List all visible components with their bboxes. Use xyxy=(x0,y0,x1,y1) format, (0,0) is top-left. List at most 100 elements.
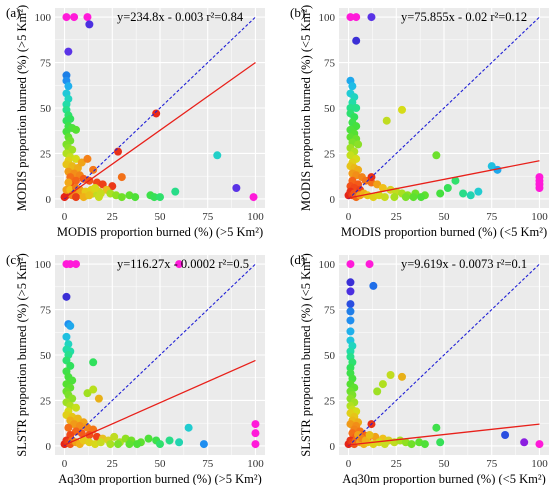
data-point xyxy=(114,147,122,156)
data-point xyxy=(62,332,71,341)
data-point xyxy=(407,440,416,449)
x-tick-label: 75 xyxy=(202,458,214,470)
data-point xyxy=(346,316,355,325)
data-point xyxy=(68,376,77,385)
data-point xyxy=(390,193,399,202)
data-point xyxy=(62,13,71,22)
panel-a: 0 25 50 75 100 0 25 50 75 100 y=234.8x - 0.003 r²=… xyxy=(6,5,265,239)
identity-line xyxy=(64,16,256,200)
data-point xyxy=(94,193,103,202)
y-tick-label: 50 xyxy=(40,103,52,115)
x-tick-label: 25 xyxy=(107,211,119,223)
data-point xyxy=(535,440,544,449)
data-point xyxy=(77,158,86,167)
x-tick-label: 75 xyxy=(486,211,498,223)
identity-line xyxy=(348,16,540,200)
y-tick-label: 50 xyxy=(324,103,336,115)
y-tick-label: 50 xyxy=(40,350,52,362)
data-point xyxy=(443,184,452,192)
data-point xyxy=(156,440,164,449)
y-tick-label: 100 xyxy=(35,12,52,24)
data-point xyxy=(144,434,153,443)
data-point xyxy=(66,321,75,330)
data-point xyxy=(348,82,357,91)
data-point xyxy=(131,193,140,202)
data-point xyxy=(346,287,355,296)
data-point xyxy=(175,438,184,447)
data-point xyxy=(72,176,80,185)
data-point xyxy=(352,13,361,22)
data-point xyxy=(96,438,105,447)
data-point xyxy=(466,191,475,200)
data-point xyxy=(110,432,119,441)
data-point xyxy=(382,116,391,125)
data-point xyxy=(380,193,389,202)
data-point xyxy=(459,189,468,198)
data-point xyxy=(64,82,73,91)
panel-d: 0 25 50 75 100 0 25 50 75 100 y=9.619x - 0.0073 r²… xyxy=(290,252,549,485)
data-point xyxy=(346,307,355,316)
regression-line xyxy=(64,359,256,446)
data-point xyxy=(520,438,529,447)
x-tick-label: 0 xyxy=(62,211,68,223)
data-point xyxy=(501,431,510,439)
panel-label: (c) xyxy=(6,252,20,267)
data-point xyxy=(199,440,208,449)
identity-line xyxy=(64,263,256,447)
y-axis-title: MODIS proportion burned (%) (<5 Km²) xyxy=(299,5,313,211)
x-tick-label: 100 xyxy=(247,458,264,470)
data-point xyxy=(152,109,161,118)
data-point xyxy=(64,423,73,432)
panel-c: 0 25 50 75 100 0 25 50 75 100 y=116.27x - 0.0002 r… xyxy=(6,252,265,485)
data-point xyxy=(64,178,73,187)
data-point xyxy=(401,193,410,202)
x-tick-label: 100 xyxy=(531,458,548,470)
data-point xyxy=(89,165,98,174)
y-tick-label: 100 xyxy=(35,259,52,271)
data-point xyxy=(373,180,382,189)
grid xyxy=(339,255,549,455)
data-point xyxy=(474,187,483,196)
y-tick-label: 25 xyxy=(324,395,336,407)
data-point xyxy=(417,193,426,202)
y-axis-title: SLSTR proportion burned (%) (<5 Km²) xyxy=(299,253,313,456)
data-point xyxy=(184,423,193,432)
data-point xyxy=(346,151,355,160)
regression-equation: y=75.855x - 0.02 r²=0.12 xyxy=(401,10,527,24)
panel-label: (d) xyxy=(290,252,305,267)
data-point xyxy=(432,423,441,432)
data-point xyxy=(156,193,164,202)
data-point xyxy=(420,440,429,449)
y-tick-label: 0 xyxy=(330,441,336,453)
data-point xyxy=(352,122,361,131)
y-tick-label: 25 xyxy=(324,148,336,160)
x-tick-label: 100 xyxy=(247,211,264,223)
x-tick-label: 75 xyxy=(486,458,498,470)
x-tick-label: 50 xyxy=(155,458,167,470)
data-point xyxy=(94,394,103,403)
data-point xyxy=(373,387,382,396)
data-point xyxy=(487,162,496,171)
data-point xyxy=(232,184,241,192)
data-point xyxy=(346,13,355,22)
data-point xyxy=(83,13,92,22)
data-point xyxy=(398,105,406,114)
x-tick-label: 25 xyxy=(391,458,403,470)
y-tick-label: 25 xyxy=(40,148,52,160)
regression-equation: y=234.8x - 0.003 r²=0.84 xyxy=(117,10,244,24)
x-tick-label: 75 xyxy=(202,211,214,223)
data-point xyxy=(171,187,180,196)
y-tick-label: 75 xyxy=(40,305,52,317)
data-point xyxy=(72,260,80,269)
data-point xyxy=(83,154,92,163)
data-point xyxy=(369,281,378,290)
x-tick-label: 100 xyxy=(531,211,548,223)
data-point xyxy=(365,431,374,439)
data-point xyxy=(165,436,174,445)
x-axis-title: Aq30m proportion burned (%) (<5 Km²) xyxy=(342,472,545,485)
y-tick-label: 25 xyxy=(40,395,52,407)
data-point xyxy=(409,193,418,202)
regression-line xyxy=(348,423,540,446)
panel-label: (b) xyxy=(290,5,305,20)
data-point xyxy=(352,36,361,45)
